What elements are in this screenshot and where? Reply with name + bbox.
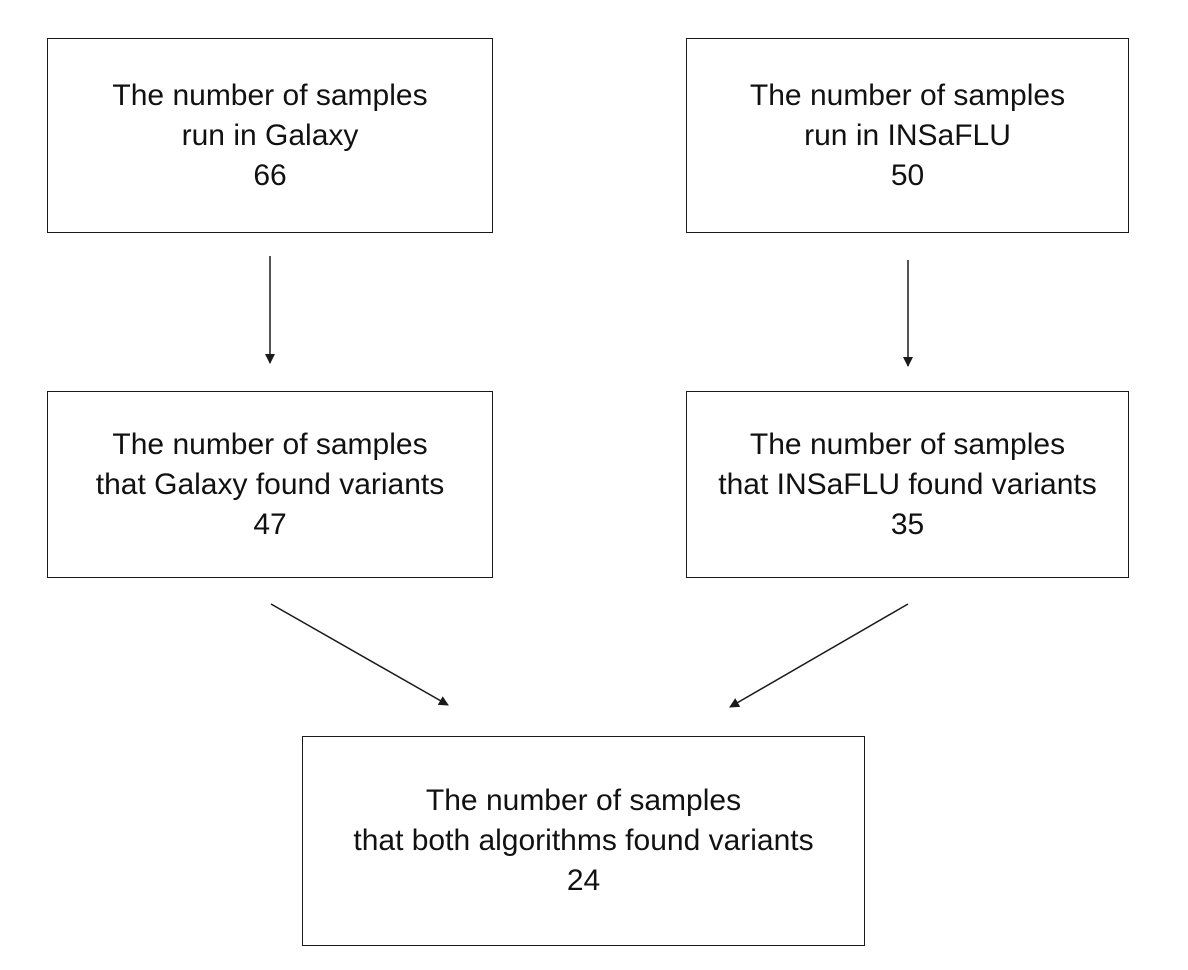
- box-value: 66: [253, 158, 287, 192]
- insaflu-found-variants-box: The number of samples that INSaFLU found…: [686, 391, 1129, 578]
- box-line-2: run in Galaxy: [181, 118, 359, 152]
- box-value: 47: [253, 507, 287, 541]
- box-value: 35: [890, 507, 925, 541]
- arrow-galaxy-found-to-both-found: [270, 603, 449, 706]
- box-value: 50: [890, 158, 925, 192]
- box-line-1: The number of samples: [425, 784, 742, 817]
- galaxy-run-box: The number of samples run in Galaxy 66: [47, 38, 493, 233]
- box-line-1: The number of samples: [112, 427, 428, 461]
- box-line-2: run in INSaFLU: [804, 118, 1011, 152]
- arrow-insaflu-found-to-both-found: [729, 603, 909, 708]
- box-line-2: that INSaFLU found variants: [718, 467, 1097, 501]
- box-line-2: that Galaxy found variants: [95, 467, 445, 501]
- box-line-2: that both algorithms found variants: [353, 824, 814, 857]
- box-line-1: The number of samples: [749, 78, 1066, 112]
- insaflu-run-box: The number of samples run in INSaFLU 50: [686, 38, 1129, 233]
- box-line-1: The number of samples: [112, 78, 428, 112]
- both-found-variants-box: The number of samples that both algorith…: [302, 736, 865, 946]
- box-value: 24: [566, 864, 601, 897]
- galaxy-found-variants-box: The number of samples that Galaxy found …: [47, 391, 493, 578]
- box-line-1: The number of samples: [749, 427, 1066, 461]
